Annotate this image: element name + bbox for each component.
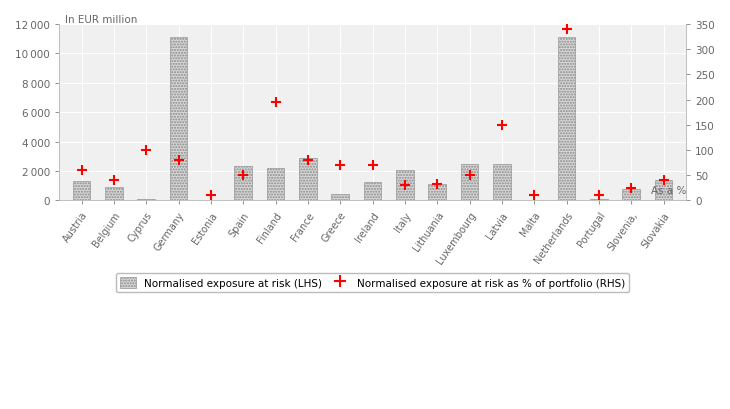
- Bar: [234, 166, 252, 201]
- Legend: Normalised exposure at risk (LHS), Normalised exposure at risk as % of portfolio: Normalised exposure at risk (LHS), Norma…: [116, 273, 629, 292]
- Bar: [105, 188, 123, 201]
- Text: In EUR million: In EUR million: [66, 15, 138, 25]
- Bar: [558, 38, 575, 201]
- Bar: [169, 38, 188, 201]
- Bar: [429, 185, 446, 201]
- Bar: [299, 158, 317, 201]
- Bar: [493, 164, 511, 201]
- Text: As a %: As a %: [651, 186, 686, 196]
- Bar: [331, 194, 349, 201]
- Bar: [266, 169, 285, 201]
- Bar: [526, 200, 543, 201]
- Bar: [461, 164, 478, 201]
- Bar: [364, 182, 382, 201]
- Bar: [590, 200, 608, 201]
- Bar: [73, 182, 91, 201]
- Bar: [396, 171, 414, 201]
- Bar: [137, 200, 155, 201]
- Bar: [655, 180, 672, 201]
- Bar: [623, 189, 640, 201]
